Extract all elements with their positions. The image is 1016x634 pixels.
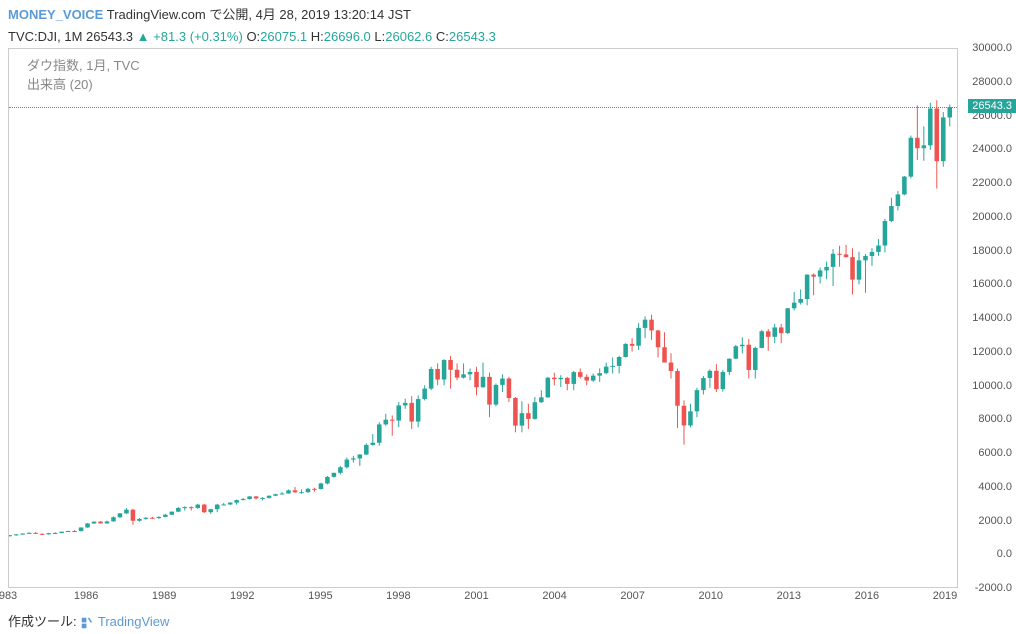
x-tick-label: 983: [0, 590, 17, 602]
y-tick-label: 6000.0: [978, 447, 1012, 459]
x-tick-label: 1995: [308, 590, 332, 602]
price-line: [9, 107, 957, 108]
open-label: O:: [246, 29, 260, 44]
high-label: H:: [311, 29, 324, 44]
x-tick-label: 1989: [152, 590, 176, 602]
open-value: 26075.1: [260, 29, 307, 44]
footer-tv-text: TradingView: [98, 614, 170, 629]
status-line: TVC:DJI, 1M 26543.3 ▲ +81.3 (+0.31%) O:2…: [0, 29, 1016, 48]
x-tick-label: 2019: [933, 590, 957, 602]
x-tick-label: 2013: [777, 590, 801, 602]
chart-container[interactable]: ダウ指数, 1月, TVC 出来高 (20) -2000.0 0.0 2000.0 4…: [0, 48, 1016, 606]
footer-label: 作成ツール:: [8, 614, 80, 629]
x-tick-label: 2010: [698, 590, 722, 602]
low-value: 26062.6: [385, 29, 432, 44]
x-axis: 9831986198919921995199820012004200720102…: [8, 588, 958, 606]
plot-area[interactable]: ダウ指数, 1月, TVC 出来高 (20): [8, 48, 958, 588]
y-tick-label: 0.0: [997, 548, 1012, 560]
y-tick-label: 8000.0: [978, 413, 1012, 425]
up-arrow-icon: ▲: [137, 29, 150, 44]
y-tick-label: 18000.0: [972, 245, 1012, 257]
candlestick-svg: [9, 49, 957, 587]
x-tick-label: 2016: [855, 590, 879, 602]
x-tick-label: 1998: [386, 590, 410, 602]
tradingview-link[interactable]: TradingView: [80, 614, 169, 629]
x-tick-label: 2004: [542, 590, 566, 602]
last-price: 26543.3: [86, 29, 133, 44]
y-tick-label: -2000.0: [975, 582, 1012, 594]
y-tick-label: 24000.0: [972, 143, 1012, 155]
y-tick-label: 12000.0: [972, 346, 1012, 358]
y-tick-label: 16000.0: [972, 278, 1012, 290]
source-text: TradingView.com で公開, 4月 28, 2019 13:20:1…: [107, 7, 411, 22]
current-price-label: 26543.3: [968, 99, 1016, 113]
footer: 作成ツール: TradingView: [8, 611, 169, 630]
x-tick-label: 1992: [230, 590, 254, 602]
y-axis: -2000.00.02000.04000.06000.08000.010000.…: [958, 48, 1016, 588]
low-label: L:: [374, 29, 385, 44]
brand-text: MONEY_VOICE: [8, 7, 103, 22]
x-tick-label: 1986: [74, 590, 98, 602]
y-tick-label: 28000.0: [972, 76, 1012, 88]
high-value: 26696.0: [324, 29, 371, 44]
y-tick-label: 4000.0: [978, 481, 1012, 493]
x-tick-label: 2001: [464, 590, 488, 602]
y-tick-label: 20000.0: [972, 211, 1012, 223]
close-label: C:: [436, 29, 449, 44]
y-tick-label: 2000.0: [978, 515, 1012, 527]
x-tick-label: 2007: [620, 590, 644, 602]
y-tick-label: 22000.0: [972, 177, 1012, 189]
change-pct: (+0.31%): [190, 29, 243, 44]
change-value: +81.3: [153, 29, 186, 44]
y-tick-label: 14000.0: [972, 312, 1012, 324]
header-source: MONEY_VOICE TradingView.com で公開, 4月 28, …: [8, 4, 1008, 23]
y-tick-label: 10000.0: [972, 380, 1012, 392]
symbol-timeframe: TVC:DJI, 1M: [8, 29, 82, 44]
close-value: 26543.3: [449, 29, 496, 44]
y-tick-label: 30000.0: [972, 42, 1012, 54]
